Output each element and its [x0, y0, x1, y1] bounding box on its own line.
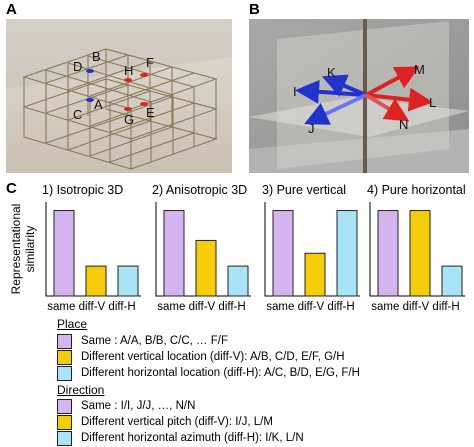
node-label-f: F — [146, 55, 154, 70]
node-label-h: H — [124, 63, 133, 78]
legend-direction-diff-v-text: Different vertical pitch (diff-V): I/J, … — [81, 416, 273, 428]
chart-1-category-labels: same diff-V diff-H — [47, 301, 135, 313]
legend-swatch-same-2 — [57, 398, 72, 414]
chart-title-2: 2) Anisotropic 3D — [152, 183, 248, 197]
panel-c-letter: C — [6, 180, 17, 197]
node-label-c: C — [73, 107, 82, 122]
chart-1-axes — [45, 202, 141, 297]
vector-label-l: L — [429, 95, 436, 110]
legend-place-same-text: Same : A/A, B/B, C/C, … F/F — [81, 335, 228, 347]
chart-2-bar-diff-H — [227, 265, 249, 297]
node-label-e: E — [146, 105, 155, 120]
chart-4-axes — [369, 202, 465, 297]
vector-arrows — [295, 66, 433, 125]
legend-swatch-diff-v-2 — [57, 414, 72, 430]
vectors-image: K M I L J N — [249, 19, 469, 173]
chart-title-4: 4) Pure horizontal — [367, 183, 466, 197]
legend-direction-diff-v: Different vertical pitch (diff-V): I/J, … — [57, 414, 273, 430]
legend-place-heading: Place — [57, 317, 88, 331]
legend-place-diff-h: Different horizontal location (diff-H): … — [57, 365, 360, 381]
chart-3-bar-diff-V — [304, 252, 326, 297]
chart-4-bar-same — [377, 210, 399, 297]
legend-direction-same-text: Same : I/I, J/J, …, N/N — [81, 400, 196, 412]
panel-b-letter: B — [249, 1, 260, 18]
chart-3-bar-same — [272, 210, 294, 297]
legend-place-diff-h-text: Different horizontal location (diff-H): … — [81, 367, 360, 379]
vectors-drawing: K M I L J N — [249, 19, 469, 173]
panel-a-letter: A — [6, 1, 17, 18]
lattice-image: D B C A H F G E — [6, 19, 232, 173]
chart-title-3: 3) Pure vertical — [262, 183, 347, 197]
legend-direction-same: Same : I/I, J/J, …, N/N — [57, 398, 195, 414]
chart-3-bar-diff-H — [336, 210, 358, 297]
chart-3-axes — [264, 202, 360, 297]
lattice-markers — [86, 69, 148, 111]
lattice-drawing: D B C A H F G E — [6, 19, 232, 173]
vector-label-k: K — [327, 65, 336, 80]
vector-label-n: N — [399, 117, 408, 132]
legend-swatch-diff-v — [57, 349, 72, 365]
legend-place-same: Same : A/A, B/B, C/C, … F/F — [57, 333, 228, 349]
chart-1-bar-same — [53, 210, 75, 297]
legend-swatch-diff-h — [57, 365, 72, 381]
chart-2-category-labels: same diff-V diff-H — [157, 301, 245, 313]
lattice-node-labels: D B C A H F G E — [73, 49, 155, 127]
chart-4-bar-diff-H — [441, 265, 463, 297]
chart-1-bar-diff-V — [85, 265, 107, 297]
node-label-b: B — [92, 49, 101, 64]
chart-2-bar-diff-V — [195, 239, 217, 297]
legend-swatch-same — [57, 333, 72, 349]
chart-title-1: 1) Isotropic 3D — [42, 183, 124, 197]
node-label-d: D — [73, 59, 82, 74]
legend-direction-heading: Direction — [57, 383, 105, 397]
chart-4-bar-diff-V — [409, 210, 431, 297]
chart-2-bar-same — [163, 210, 185, 297]
vector-label-j: J — [308, 121, 315, 136]
legend-place-diff-v-text: Different vertical location (diff-V): A/… — [81, 351, 345, 363]
vector-label-m: M — [414, 62, 425, 77]
chart-3-category-labels: same diff-V diff-H — [266, 301, 354, 313]
legend-place-diff-v: Different vertical location (diff-V): A/… — [57, 349, 345, 365]
legend-direction-diff-h: Different horizontal azimuth (diff-H): I… — [57, 430, 304, 446]
legend-swatch-diff-h-2 — [57, 430, 72, 446]
chart-4-category-labels: same diff-V diff-H — [371, 301, 459, 313]
node-label-g: G — [124, 112, 134, 127]
vector-label-i: I — [293, 84, 297, 99]
node-label-a: A — [94, 97, 103, 112]
chart-2-axes — [155, 202, 251, 297]
legend-direction-diff-h-text: Different horizontal azimuth (diff-H): I… — [81, 432, 304, 444]
vector-labels: K M I L J N — [293, 62, 436, 136]
chart-1-bar-diff-H — [117, 265, 139, 297]
